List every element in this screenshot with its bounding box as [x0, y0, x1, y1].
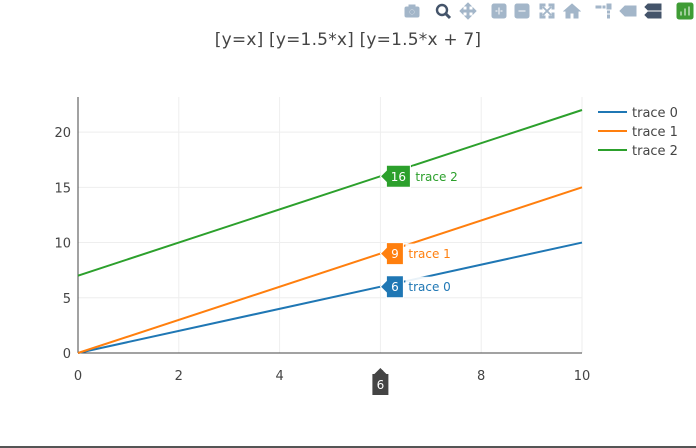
y-tick-label: 20	[54, 126, 71, 141]
chart-title: [y=x] [y=1.5*x] [y=1.5*x + 7]	[214, 30, 482, 50]
hover-x-label: 6	[372, 368, 389, 395]
hover-label-trace-2: 16 trace 2	[379, 164, 472, 188]
hover-value-text: 9	[391, 247, 399, 261]
hover-value-box	[379, 275, 404, 299]
hover-labels: 6 6 trace 0 9 trace 1 16 trace 2	[372, 164, 472, 395]
x-tick-label: 2	[175, 369, 183, 384]
x-tick-label: 8	[477, 369, 485, 384]
plotly-logo-icon[interactable]	[676, 2, 694, 20]
hover-name-bg	[412, 166, 472, 187]
hover-value-text: 16	[391, 170, 406, 184]
y-tick-label: 10	[54, 237, 71, 252]
pan-icon[interactable]	[459, 2, 477, 20]
x-tick-label: 4	[275, 369, 283, 384]
series-lines	[77, 109, 583, 354]
hover-name-text: trace 2	[415, 170, 457, 184]
hover-x-label-box	[372, 368, 389, 395]
hover-name-bg	[405, 243, 465, 264]
hover-value-box	[379, 164, 411, 188]
hover-compare-icon[interactable]	[644, 2, 662, 20]
modebar	[400, 0, 696, 22]
zoom-icon[interactable]	[434, 2, 452, 20]
hover-name-bg	[405, 276, 465, 297]
legend-label: trace 2	[632, 144, 678, 159]
hover-label-trace-0: 6 trace 0	[379, 275, 465, 299]
x-tick-label: 0	[74, 369, 82, 384]
zoom-in-icon[interactable]	[490, 2, 508, 20]
x-tick-label: 10	[574, 369, 591, 384]
hover-x-label-text: 6	[377, 378, 385, 392]
series-line-trace-2	[77, 109, 583, 277]
y-tick-label: 5	[63, 292, 71, 307]
y-tick-label: 0	[63, 347, 71, 362]
legend: trace 0 trace 1 trace 2	[598, 106, 678, 159]
series-line-trace-1	[77, 186, 583, 354]
series-line-trace-0	[77, 241, 583, 354]
axes: 0 2 4 6 8 10 0 5 10 15 20	[54, 97, 590, 384]
autoscale-icon[interactable]	[538, 2, 556, 20]
camera-icon[interactable]	[403, 2, 421, 20]
home-icon[interactable]	[562, 2, 582, 20]
bottom-divider	[0, 446, 696, 448]
y-tick-label: 15	[54, 181, 71, 196]
hover-closest-icon[interactable]	[619, 2, 637, 20]
spike-lines-icon[interactable]	[594, 2, 612, 20]
hover-value-box	[379, 242, 404, 266]
legend-label: trace 0	[632, 106, 678, 121]
legend-label: trace 1	[632, 125, 678, 140]
zoom-out-icon[interactable]	[513, 2, 531, 20]
hover-name-text: trace 0	[408, 280, 450, 294]
hover-name-text: trace 1	[408, 247, 450, 261]
hover-value-text: 6	[391, 280, 399, 294]
hover-label-trace-1: 9 trace 1	[379, 242, 465, 266]
